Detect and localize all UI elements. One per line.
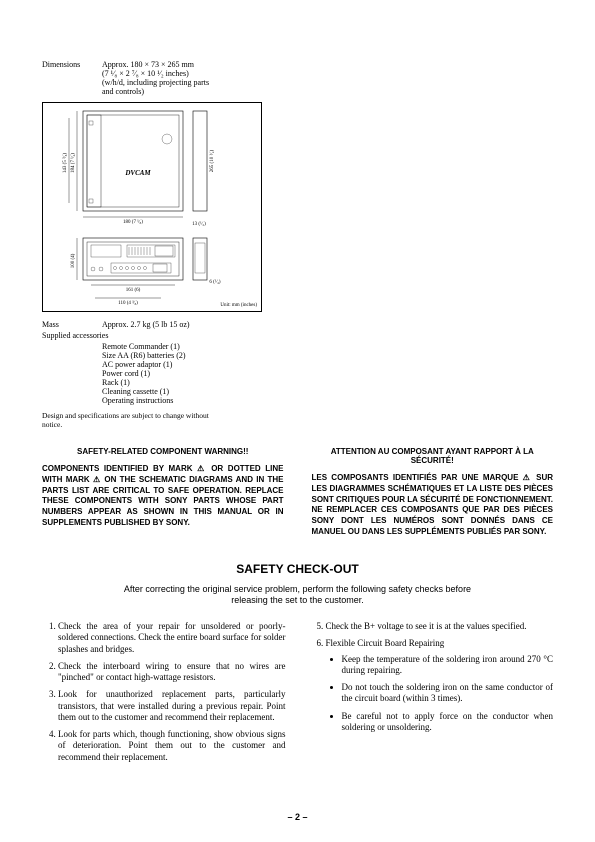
safety-intro: After correcting the original service pr… [118, 584, 478, 607]
warning-section: SAFETY-RELATED COMPONENT WARNING!! COMPO… [42, 447, 553, 538]
svg-text:184 (7 ¹⁄₄): 184 (7 ¹⁄₄) [70, 153, 76, 173]
design-note: Design and specifications are subject to… [42, 411, 222, 429]
supplied-item: Power cord (1) [102, 369, 553, 378]
svg-text:180 (7 ¹⁄₈): 180 (7 ¹⁄₈) [123, 219, 143, 225]
supplied-item: AC power adaptor (1) [102, 360, 553, 369]
diagram-svg: DVCAM 184 (7 ¹⁄₄) 143 (5 ⁵⁄₈) 265 (10 ¹⁄… [43, 103, 261, 311]
svg-text:110 (4 ³⁄₈): 110 (4 ³⁄₈) [118, 300, 138, 306]
safety-item: Check the area of your repair for unsold… [58, 621, 286, 655]
dimension-diagram: DVCAM 184 (7 ¹⁄₄) 143 (5 ⁵⁄₈) 265 (10 ¹⁄… [42, 102, 262, 312]
svg-text:143 (5 ⁵⁄₈): 143 (5 ⁵⁄₈) [62, 153, 68, 173]
safety-subitem: Be careful not to apply force on the con… [342, 711, 554, 734]
safety-item: Flexible Circuit Board Repairing Keep th… [326, 638, 554, 733]
safety-item: Look for unauthorized replacement parts,… [58, 689, 286, 723]
safety-subitem: Keep the temperature of the soldering ir… [342, 654, 554, 677]
warning-en-body: COMPONENTS IDENTIFIED BY MARK ⚠ OR DOTTE… [42, 464, 284, 529]
supplied-item: Operating instructions [102, 396, 553, 405]
svg-text:161 (6): 161 (6) [126, 288, 141, 293]
svg-text:DVCAM: DVCAM [124, 169, 151, 177]
warning-fr-body: LES COMPOSANTS IDENTIFIÉS PAR UNE MARQUE… [312, 473, 554, 538]
spec-dimensions: Dimensions Approx. 180 × 73 × 265 mm (7 … [42, 60, 553, 96]
warning-en: SAFETY-RELATED COMPONENT WARNING!! COMPO… [42, 447, 284, 538]
svg-text:6 (¹⁄₄): 6 (¹⁄₄) [209, 279, 220, 285]
svg-text:265 (10 ¹⁄₂): 265 (10 ¹⁄₂) [209, 149, 215, 172]
safety-subitem: Do not touch the soldering iron on the s… [342, 682, 554, 705]
safety-item: Check the interboard wiring to ensure th… [58, 661, 286, 684]
dimensions-line2: (7 ¹⁄₈ × 2 ⁷⁄₈ × 10 ¹⁄₂ inches) [102, 69, 553, 78]
diagram-unit-label: Unit: mm (inches) [220, 303, 257, 308]
svg-text:13 (¹⁄₂): 13 (¹⁄₂) [192, 221, 206, 227]
safety-col-left: Check the area of your repair for unsold… [42, 621, 286, 769]
spec-supplied: Supplied accessories [42, 331, 553, 340]
supplied-item: Size AA (R6) batteries (2) [102, 351, 553, 360]
mass-label: Mass [42, 320, 102, 329]
page-number: – 2 – [0, 812, 595, 822]
supplied-label: Supplied accessories [42, 331, 142, 340]
svg-text:100 (4): 100 (4) [71, 253, 76, 268]
warning-fr: ATTENTION AU COMPOSANT AYANT RAPPORT À L… [312, 447, 554, 538]
supplied-item: Rack (1) [102, 378, 553, 387]
spec-mass: Mass Approx. 2.7 kg (5 lb 15 oz) [42, 320, 553, 329]
safety-item: Check the B+ voltage to see it is at the… [326, 621, 554, 632]
safety-columns: Check the area of your repair for unsold… [42, 621, 553, 769]
dimensions-line1: Approx. 180 × 73 × 265 mm [102, 60, 553, 69]
safety-col-right: Check the B+ voltage to see it is at the… [310, 621, 554, 769]
dimensions-line4: and controls) [102, 87, 553, 96]
supplied-item: Cleaning cassette (1) [102, 387, 553, 396]
mass-value: Approx. 2.7 kg (5 lb 15 oz) [102, 320, 553, 329]
safety-item-6-text: Flexible Circuit Board Repairing [326, 638, 445, 648]
dimensions-line3: (w/h/d, including projecting parts [102, 78, 553, 87]
supplied-list: Remote Commander (1) Size AA (R6) batter… [102, 342, 553, 405]
warning-fr-title: ATTENTION AU COMPOSANT AYANT RAPPORT À L… [312, 447, 554, 465]
supplied-item: Remote Commander (1) [102, 342, 553, 351]
warning-en-title: SAFETY-RELATED COMPONENT WARNING!! [42, 447, 284, 456]
safety-heading: SAFETY CHECK-OUT [42, 562, 553, 576]
dimensions-label: Dimensions [42, 60, 102, 96]
safety-item: Look for parts which, though functioning… [58, 729, 286, 763]
